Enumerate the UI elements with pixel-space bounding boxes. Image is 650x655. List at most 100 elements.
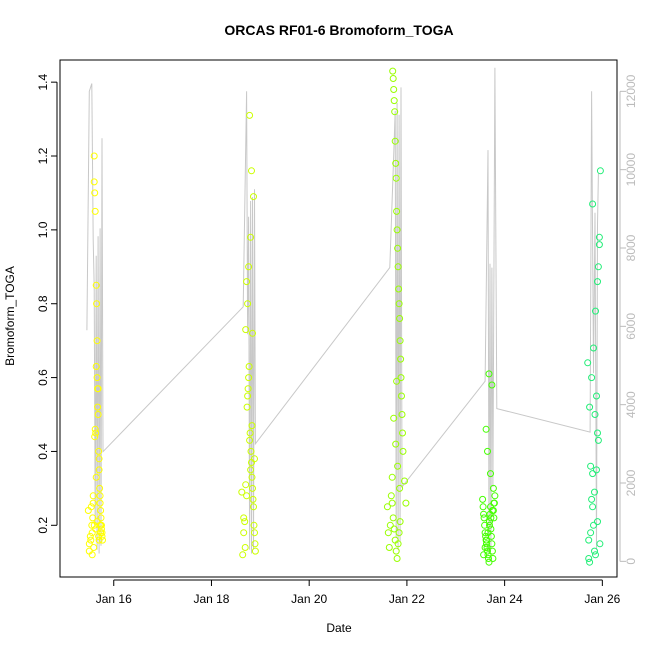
data-point <box>93 300 101 308</box>
data-point <box>392 159 400 167</box>
data-point <box>95 466 103 474</box>
data-point <box>479 495 487 503</box>
data-point <box>594 429 601 437</box>
data-point <box>89 514 97 522</box>
data-point <box>384 529 392 537</box>
data-point <box>91 425 99 433</box>
data-point <box>483 540 490 548</box>
data-point <box>586 403 594 411</box>
data-point <box>91 207 99 215</box>
data-point <box>488 547 496 555</box>
data-point <box>481 544 489 551</box>
data-point <box>397 355 405 363</box>
data-point <box>240 529 248 537</box>
data-point <box>251 455 258 463</box>
data-point <box>488 540 496 548</box>
data-point <box>485 370 493 378</box>
data-point <box>396 315 404 322</box>
data-point <box>595 241 603 249</box>
data-point <box>383 503 391 511</box>
data-point <box>388 473 396 481</box>
data-point <box>242 326 250 334</box>
data-point <box>385 544 393 551</box>
data-point <box>485 555 492 562</box>
data-point <box>88 521 96 529</box>
data-point <box>590 344 597 352</box>
data-point <box>96 484 104 492</box>
data-point <box>92 429 100 437</box>
data-point <box>392 547 400 555</box>
data-point <box>241 518 249 526</box>
data-point <box>594 278 601 286</box>
data-point <box>393 207 401 215</box>
data-point <box>97 514 105 522</box>
x-axis-label: Date <box>326 621 352 635</box>
data-point <box>389 67 397 75</box>
y-tick-label: 0.6 <box>36 369 50 386</box>
y2-tick-label: 0 <box>624 558 638 565</box>
data-point <box>398 411 406 418</box>
y2-tick-label: 12000 <box>624 74 638 108</box>
data-point <box>238 488 246 496</box>
data-point <box>251 529 258 537</box>
data-point <box>394 263 402 271</box>
data-point <box>245 263 253 271</box>
data-point <box>247 447 255 455</box>
data-point <box>387 492 395 500</box>
data-point <box>585 536 593 544</box>
data-point <box>99 536 106 544</box>
data-point <box>390 525 398 533</box>
data-point <box>589 200 597 208</box>
data-point <box>247 466 255 474</box>
data-point <box>587 462 595 470</box>
data-point <box>590 521 597 529</box>
y-axis-label: Bromoform_TOGA <box>3 266 17 366</box>
data-point <box>391 137 399 145</box>
data-point <box>584 359 592 367</box>
data-point <box>244 300 252 308</box>
data-point <box>85 540 93 548</box>
data-point <box>481 521 489 529</box>
data-point <box>393 555 401 562</box>
data-point <box>247 233 255 241</box>
y-tick-label: 0.2 <box>36 517 50 534</box>
data-point <box>248 422 256 430</box>
data-point <box>487 514 495 522</box>
data-point <box>250 521 258 529</box>
data-point <box>395 300 403 308</box>
data-point <box>249 329 256 337</box>
data-point <box>399 447 407 455</box>
data-point <box>391 108 399 116</box>
data-point <box>389 75 397 82</box>
chart-title: ORCAS RF01-6 Bromoform_TOGA <box>224 22 453 38</box>
data-point <box>94 385 102 393</box>
data-point <box>250 503 257 511</box>
x-tick-label: Jan 22 <box>389 592 425 606</box>
data-point <box>585 555 593 562</box>
data-point <box>241 544 249 551</box>
data-point <box>94 403 102 411</box>
data-point <box>398 392 405 400</box>
data-point <box>243 278 251 286</box>
data-point <box>484 529 492 537</box>
data-point <box>394 462 402 470</box>
data-point <box>95 447 103 455</box>
data-point <box>392 174 400 182</box>
data-point <box>593 466 600 474</box>
y2-tick-label: 4000 <box>624 391 638 418</box>
data-point <box>484 547 491 555</box>
data-point <box>491 492 499 500</box>
data-point <box>592 551 599 559</box>
data-point <box>246 436 254 444</box>
data-point <box>92 363 100 370</box>
data-point <box>396 484 404 492</box>
data-point <box>90 544 98 551</box>
data-point <box>246 429 254 437</box>
data-point <box>594 518 601 526</box>
data-point <box>95 536 103 544</box>
data-point <box>96 499 104 507</box>
data-point <box>88 551 96 559</box>
y-tick-label: 0.8 <box>36 295 50 312</box>
data-point <box>392 440 400 448</box>
